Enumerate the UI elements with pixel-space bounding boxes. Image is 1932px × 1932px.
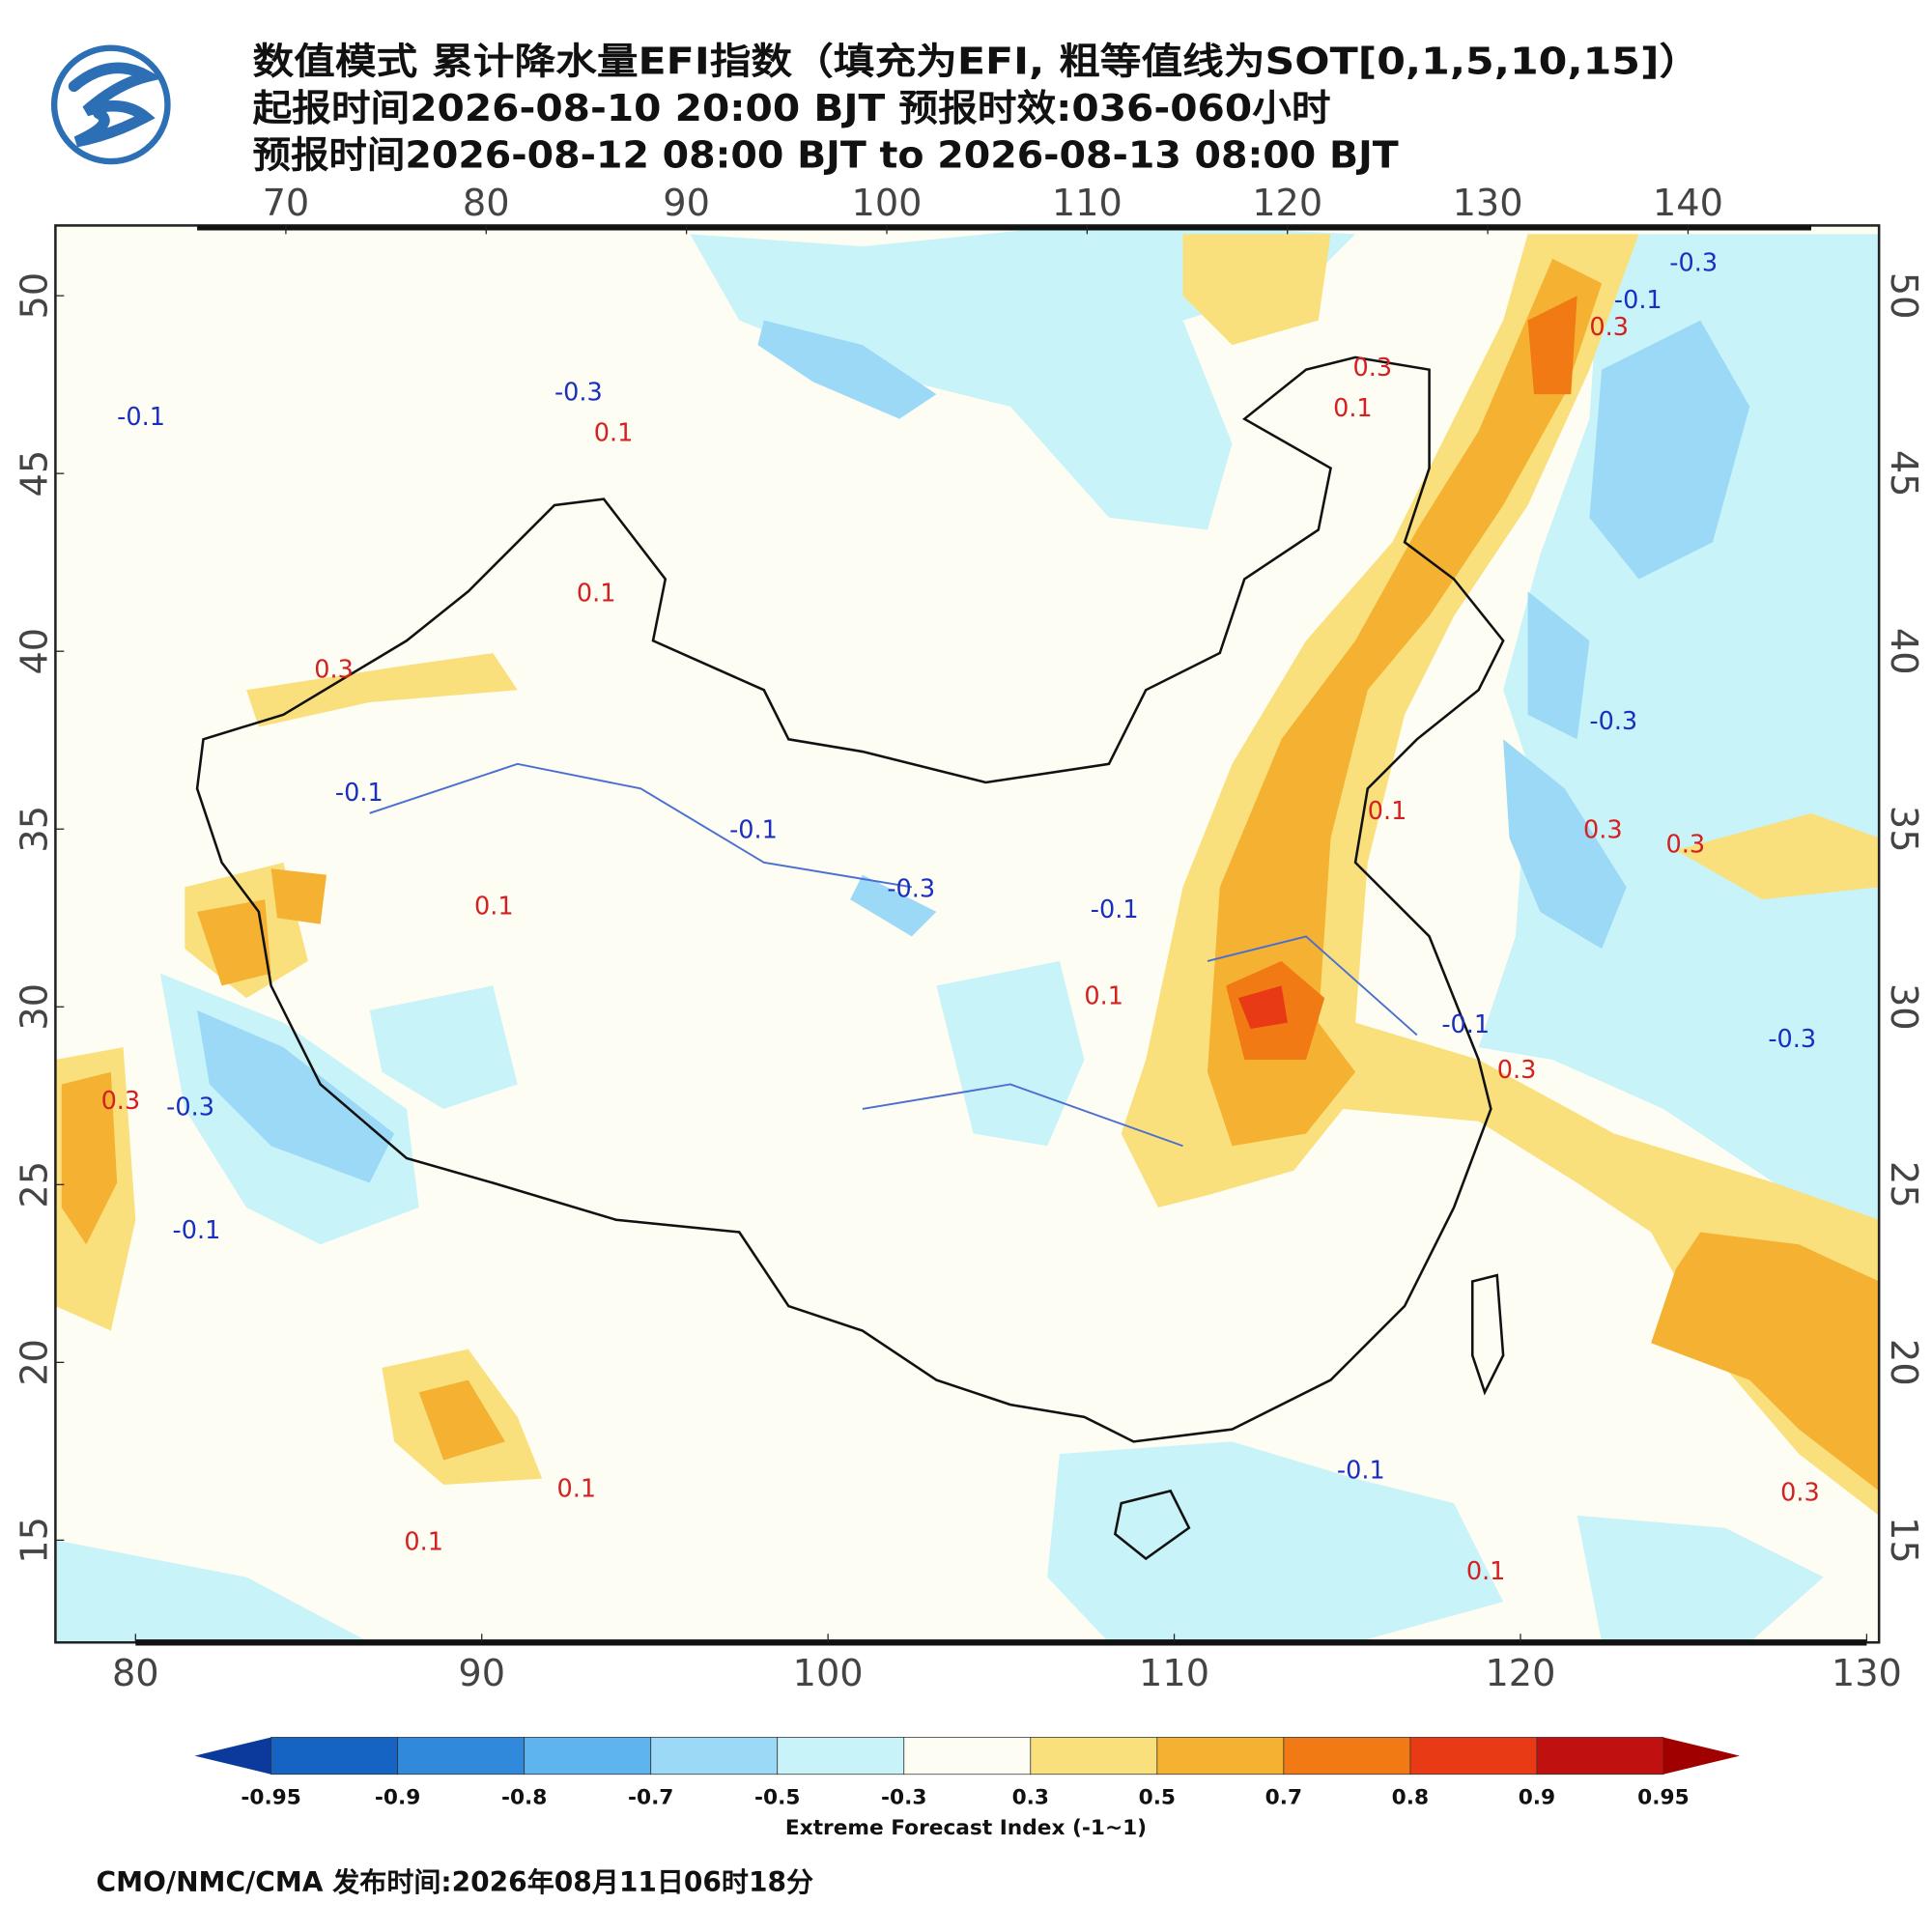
contour-label: -0.3 (1589, 707, 1637, 736)
contour-label: 0.1 (1368, 797, 1407, 826)
top-lon-label: 80 (463, 182, 510, 225)
colorbar-segment (1409, 1737, 1538, 1776)
left-lat-label: 50 (13, 272, 56, 320)
contour-label: 0.1 (594, 419, 634, 448)
colorbar-tick-label: -0.3 (881, 1785, 926, 1809)
right-lat-label: 15 (1882, 1517, 1925, 1564)
contour-label: 0.3 (1589, 313, 1629, 342)
colorbar-label: Extreme Forecast Index (-1~1) (785, 1816, 1147, 1840)
contour-label: -0.3 (1669, 249, 1718, 278)
bottom-lon-label: 110 (1139, 1652, 1209, 1695)
top-lon-label: 110 (1052, 182, 1122, 225)
colorbar-segment (903, 1737, 1032, 1776)
colorbar-segment (270, 1737, 399, 1776)
contour-label: 0.1 (557, 1475, 597, 1504)
colorbar-tick-label: -0.95 (241, 1785, 300, 1809)
bottom-lon-label: 90 (458, 1652, 505, 1695)
top-lon-label: 120 (1252, 182, 1322, 225)
title-line: 预报时间2026-08-12 08:00 BJT to 2026-08-13 0… (252, 133, 1398, 177)
bottom-lon-label: 130 (1832, 1652, 1902, 1695)
contour-label: 0.1 (1333, 394, 1373, 423)
left-lat-label: 35 (13, 806, 56, 853)
contour-label: -0.1 (1441, 1010, 1490, 1039)
contour-label: 0.1 (1084, 982, 1123, 1011)
colorbar-tick-label: -0.9 (375, 1785, 420, 1809)
colorbar-segment (777, 1737, 905, 1776)
left-lat-label: 45 (13, 450, 56, 497)
right-lat-label: 40 (1882, 628, 1925, 675)
contour-label: 0.1 (404, 1528, 443, 1557)
colorbar-segment (650, 1737, 779, 1776)
colorbar-segment (1156, 1737, 1285, 1776)
colorbar-tick-label: 0.95 (1637, 1785, 1689, 1809)
contour-label: -0.1 (1091, 895, 1139, 924)
right-lat-label: 35 (1882, 806, 1925, 853)
colorbar-segment (1283, 1737, 1411, 1776)
contour-label: -0.3 (887, 875, 935, 904)
right-lat-label: 45 (1882, 450, 1925, 497)
left-lat-label: 25 (13, 1161, 56, 1208)
colorbar-tick-label: -0.7 (628, 1785, 673, 1809)
contour-label: 0.3 (314, 656, 354, 685)
colorbar-tick-label: 0.3 (1012, 1785, 1049, 1809)
colorbar-tick-label: 0.8 (1392, 1785, 1429, 1809)
colorbar-end (1662, 1737, 1741, 1775)
contour-label: 0.1 (577, 579, 616, 608)
contour-label: -0.1 (173, 1216, 221, 1245)
contour-label: -0.1 (1337, 1457, 1385, 1486)
colorbar-tick-label: -0.8 (501, 1785, 547, 1809)
bottom-lon-label: 120 (1485, 1652, 1555, 1695)
axes: 70 80 90 100 110 120 130 140 80 90 100 110 120 130 50 5… (13, 182, 1924, 1695)
colorbar-tick-label: -0.5 (754, 1785, 800, 1809)
contour-label: -0.3 (1768, 1025, 1816, 1054)
colorbar-tick-label: 0.9 (1519, 1785, 1555, 1809)
contour-label: 0.1 (474, 892, 514, 921)
right-lat-label: 20 (1882, 1339, 1925, 1386)
colorbar-tick-label: 0.7 (1265, 1785, 1302, 1809)
border (195, 355, 1505, 1443)
left-lat-label: 30 (13, 983, 56, 1031)
right-lat-label: 25 (1882, 1161, 1925, 1208)
left-lat-label: 15 (13, 1517, 56, 1564)
bottom-lon-label: 100 (793, 1652, 864, 1695)
contour-label: -0.1 (729, 815, 778, 844)
contour-label: 0.3 (1665, 831, 1705, 860)
left-lat-label: 40 (13, 628, 56, 675)
contour-label: -0.3 (166, 1093, 214, 1122)
contour-label: 0.1 (1466, 1557, 1506, 1586)
top-lon-label: 140 (1653, 182, 1723, 225)
contour-label: 0.3 (101, 1087, 141, 1116)
top-lon-label: 130 (1453, 182, 1523, 225)
contour-label: 0.3 (1497, 1056, 1537, 1085)
bottom-lon-label: 80 (112, 1652, 159, 1695)
colorbar: -0.95 -0.9 -0.8 -0.7 -0.5 -0.3 0.3 0.5 0.7 0.8 0.9… (194, 1737, 1741, 1809)
contour-label: -0.3 (554, 379, 603, 408)
colorbar-tick-label: 0.5 (1139, 1785, 1176, 1809)
contour-label: -0.1 (335, 779, 384, 808)
map-area: -0.1 -0.3 0.1 0.1 0.3 -0.1 0.3 0.1 0.3 -… (55, 225, 1880, 1643)
title-line: 起报时间2026-08-10 20:00 BJT 预报时效:036-060小时 (252, 87, 1330, 130)
colorbar-segment (397, 1737, 526, 1776)
title-line: 数值模式 累计降水量EFI指数（填充为EFI, 粗等值线为SOT[0,1,5,1… (252, 41, 1700, 84)
left-lat-label: 20 (13, 1339, 56, 1386)
logo (50, 44, 171, 165)
right-lat-label: 50 (1882, 272, 1925, 320)
footer: CMO/NMC/CMA 发布时间:2026年08月11日06时18分 (96, 1866, 813, 1898)
colorbar-segment (524, 1737, 652, 1776)
colorbar-segment (1030, 1737, 1158, 1776)
contour-label: -0.1 (1614, 286, 1662, 315)
right-lat-label: 30 (1882, 983, 1925, 1031)
contour-label: 0.3 (1583, 815, 1623, 844)
top-lon-label: 100 (851, 182, 922, 225)
contour-label: -0.1 (117, 403, 165, 432)
colorbar-end (194, 1737, 271, 1775)
top-lon-label: 70 (263, 182, 310, 225)
top-lon-label: 90 (663, 182, 710, 225)
contour-label: 0.3 (1780, 1479, 1820, 1508)
colorbar-segment (1536, 1737, 1664, 1776)
contour-label: 0.3 (1353, 354, 1393, 383)
